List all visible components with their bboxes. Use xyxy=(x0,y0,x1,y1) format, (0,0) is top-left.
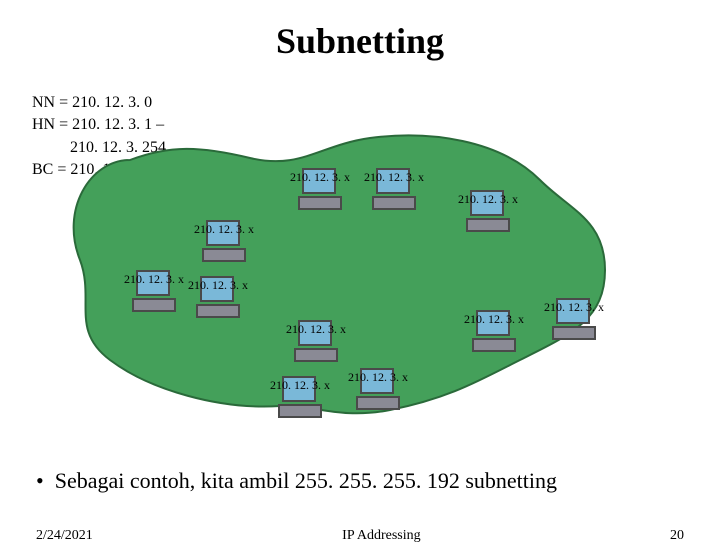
footer-page: 20 xyxy=(670,528,684,544)
host-computer: 210. 12. 3. x xyxy=(196,276,244,322)
slide-footer: 2/24/2021 IP Addressing 20 xyxy=(0,528,720,544)
computer-base-icon xyxy=(294,348,338,362)
host-computer: 210. 12. 3. x xyxy=(372,168,420,214)
footer-date: 2/24/2021 xyxy=(36,528,93,544)
host-label: 210. 12. 3. x xyxy=(194,222,254,237)
host-label: 210. 12. 3. x xyxy=(464,312,524,327)
computer-base-icon xyxy=(472,338,516,352)
bullet-text: Sebagai contoh, kita ambil 255. 255. 255… xyxy=(55,468,557,493)
network-diagram: 210. 12. 3. x210. 12. 3. x210. 12. 3. x2… xyxy=(50,120,630,420)
host-label: 210. 12. 3. x xyxy=(348,370,408,385)
computer-base-icon xyxy=(552,326,596,340)
computer-base-icon xyxy=(196,304,240,318)
computer-base-icon xyxy=(466,218,510,232)
host-computer: 210. 12. 3. x xyxy=(294,320,342,366)
computer-base-icon xyxy=(372,196,416,210)
host-computer: 210. 12. 3. x xyxy=(466,190,514,236)
computer-base-icon xyxy=(202,248,246,262)
footer-center: IP Addressing xyxy=(342,528,420,544)
host-label: 210. 12. 3. x xyxy=(286,322,346,337)
host-label: 210. 12. 3. x xyxy=(124,272,184,287)
host-label: 210. 12. 3. x xyxy=(544,300,604,315)
computer-base-icon xyxy=(298,196,342,210)
host-computer: 210. 12. 3. x xyxy=(202,220,250,266)
host-computer: 210. 12. 3. x xyxy=(132,270,180,316)
host-label: 210. 12. 3. x xyxy=(188,278,248,293)
host-label: 210. 12. 3. x xyxy=(364,170,424,185)
slide-title: Subnetting xyxy=(0,20,720,62)
computer-base-icon xyxy=(356,396,400,410)
host-computer: 210. 12. 3. x xyxy=(278,376,326,422)
bullet-marker: • xyxy=(36,468,44,493)
computer-base-icon xyxy=(278,404,322,418)
host-computer: 210. 12. 3. x xyxy=(472,310,520,356)
bullet-point: • Sebagai contoh, kita ambil 255. 255. 2… xyxy=(36,468,557,494)
host-label: 210. 12. 3. x xyxy=(290,170,350,185)
host-computer: 210. 12. 3. x xyxy=(298,168,346,214)
host-computer: 210. 12. 3. x xyxy=(356,368,404,414)
nn-line: NN = 210. 12. 3. 0 xyxy=(32,92,166,114)
host-computer: 210. 12. 3. x xyxy=(552,298,600,344)
host-label: 210. 12. 3. x xyxy=(270,378,330,393)
host-label: 210. 12. 3. x xyxy=(458,192,518,207)
computer-base-icon xyxy=(132,298,176,312)
